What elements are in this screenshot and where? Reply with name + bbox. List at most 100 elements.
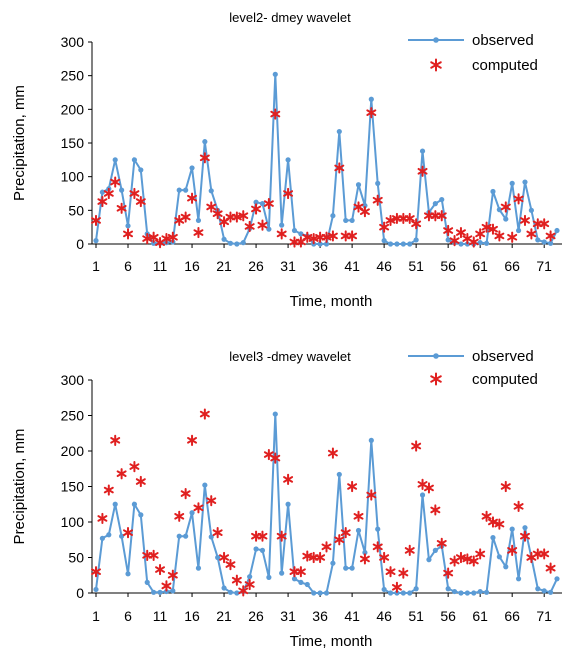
observed-point xyxy=(247,574,253,580)
computed-point xyxy=(295,566,306,578)
observed-point xyxy=(183,533,189,539)
observed-point xyxy=(554,227,560,234)
computed-marker-stroke xyxy=(513,195,524,203)
observed-point xyxy=(202,139,208,145)
observed-point xyxy=(311,590,317,596)
computed-point xyxy=(327,230,338,242)
computed-point xyxy=(443,567,454,579)
x-tick-label: 26 xyxy=(248,258,264,274)
computed-point xyxy=(91,566,101,578)
computed-marker-stroke xyxy=(283,190,294,197)
computed-point xyxy=(257,530,268,542)
y-tick-label: 50 xyxy=(68,550,84,566)
computed-marker-stroke xyxy=(404,547,415,554)
computed-point xyxy=(539,548,550,560)
computed-point xyxy=(238,210,249,222)
computed-point xyxy=(276,228,287,240)
computed-point xyxy=(116,202,127,214)
computed-point xyxy=(379,551,390,564)
observed-point xyxy=(291,576,298,582)
observed-point xyxy=(387,590,394,596)
observed-point xyxy=(323,241,330,247)
computed-point xyxy=(97,512,108,525)
computed-marker-stroke xyxy=(116,205,127,212)
x-tick-label: 51 xyxy=(408,608,424,624)
observed-point xyxy=(541,588,547,594)
observed-point xyxy=(291,227,298,234)
computed-point xyxy=(391,581,402,593)
x-tick-label: 36 xyxy=(312,258,328,274)
y-tick-label: 50 xyxy=(68,202,84,218)
computed-marker-stroke xyxy=(481,223,492,231)
computed-point xyxy=(129,461,140,473)
computed-point xyxy=(340,527,351,539)
computed-point xyxy=(199,152,210,164)
observed-point xyxy=(112,501,118,507)
observed-point xyxy=(343,565,349,571)
computed-point xyxy=(212,527,223,539)
computed-point xyxy=(315,551,326,564)
computed-marker-stroke xyxy=(417,481,428,488)
observed-point xyxy=(99,189,106,195)
computed-marker-stroke xyxy=(430,375,442,383)
computed-marker-stroke xyxy=(148,233,159,241)
computed-point xyxy=(468,236,479,248)
computed-marker-stroke xyxy=(231,576,242,584)
computed-marker-stroke xyxy=(321,233,332,241)
computed-point xyxy=(135,195,146,208)
observed-point xyxy=(515,227,522,234)
x-tick-label: 71 xyxy=(536,258,552,274)
computed-marker-stroke xyxy=(468,557,479,565)
computed-point xyxy=(167,569,178,581)
computed-marker-stroke xyxy=(507,233,518,241)
chart-title: level3 -dmey wavelet xyxy=(229,349,351,364)
computed-point xyxy=(187,192,198,204)
computed-marker-stroke xyxy=(219,554,230,561)
legend-computed-marker xyxy=(430,372,442,386)
observed-point xyxy=(227,589,234,595)
observed-point xyxy=(93,586,99,593)
observed-point xyxy=(93,238,99,244)
computed-marker-stroke xyxy=(327,232,338,240)
computed-marker-stroke xyxy=(295,568,306,575)
computed-point xyxy=(500,480,511,493)
computed-point xyxy=(103,484,114,496)
x-tick-label: 56 xyxy=(440,608,456,624)
x-axis-label: Time, month xyxy=(290,633,373,650)
observed-point xyxy=(195,217,202,224)
computed-marker-stroke xyxy=(238,212,249,220)
computed-marker-stroke xyxy=(180,213,191,221)
observed-point xyxy=(151,589,157,595)
x-tick-label: 61 xyxy=(472,258,488,274)
chart-title: level2- dmey wavelet xyxy=(229,10,351,25)
observed-point xyxy=(426,557,432,563)
observed-point xyxy=(144,579,150,585)
computed-marker-stroke xyxy=(475,550,486,558)
computed-point xyxy=(385,566,396,578)
observed-point xyxy=(227,240,234,246)
computed-marker-stroke xyxy=(545,232,556,240)
observed-point xyxy=(119,533,125,539)
computed-point xyxy=(359,206,370,218)
computed-point xyxy=(321,541,332,553)
observed-point xyxy=(503,216,509,222)
observed-point xyxy=(266,574,272,580)
observed-point xyxy=(541,239,547,245)
x-tick-label: 41 xyxy=(344,258,360,274)
x-tick-label: 31 xyxy=(280,258,296,274)
computed-point xyxy=(398,567,409,579)
computed-marker-stroke xyxy=(481,513,492,520)
computed-marker-stroke xyxy=(353,513,364,520)
observed-point xyxy=(509,180,515,186)
computed-point xyxy=(155,563,166,576)
computed-point xyxy=(487,516,498,528)
x-tick-label: 16 xyxy=(184,258,200,274)
y-axis-label: Precipitation, mm xyxy=(11,429,28,545)
computed-marker-stroke xyxy=(539,550,550,558)
computed-point xyxy=(520,214,530,227)
computed-marker-stroke xyxy=(270,110,281,118)
computed-marker-stroke xyxy=(276,532,287,540)
observed-point xyxy=(195,565,202,571)
x-tick-label: 11 xyxy=(153,608,168,624)
computed-point xyxy=(507,544,518,556)
